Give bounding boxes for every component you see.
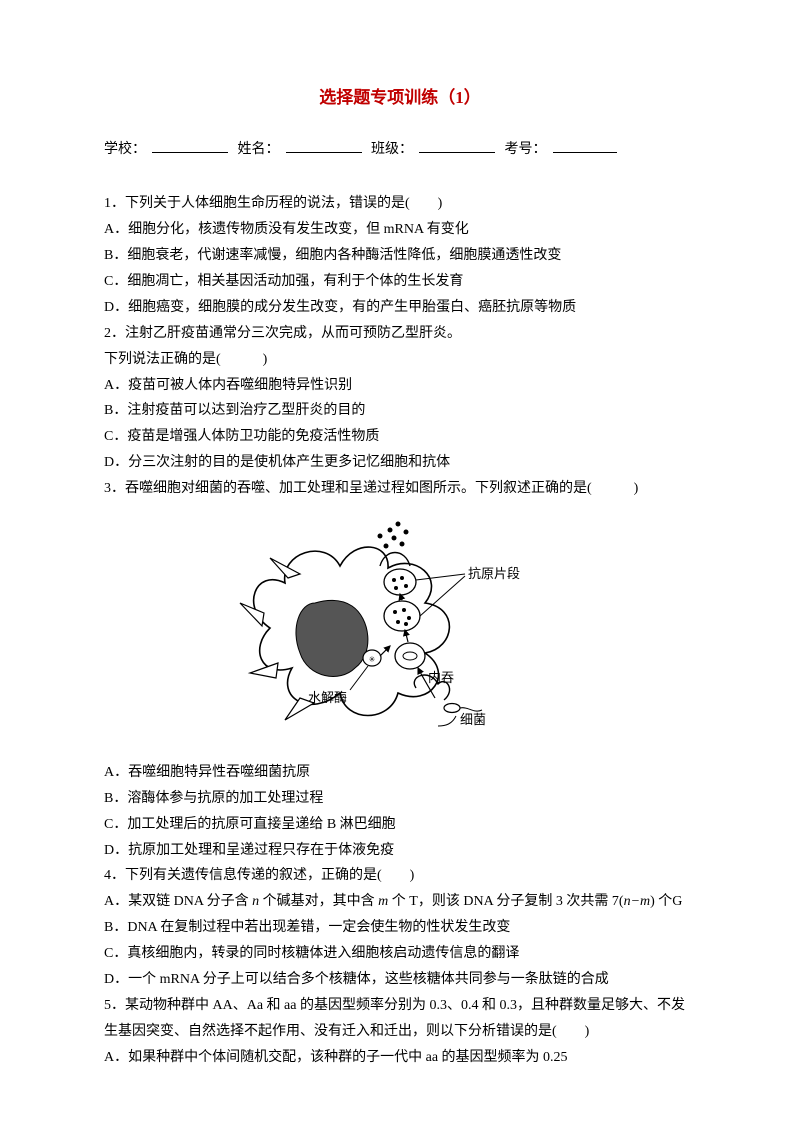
bacterium: [444, 704, 460, 713]
q4-A-nm: n−m: [624, 894, 651, 909]
name-blank[interactable]: [286, 152, 362, 153]
q3-A: A．吞噬细胞特异性吞噬细菌抗原: [104, 760, 696, 786]
q1-C: C．细胞凋亡，相关基因活动加强，有利于个体的生长发育: [104, 269, 696, 295]
examno-label: 考号：: [505, 142, 547, 157]
label-hydrolase: 水解酶: [308, 690, 347, 705]
phagolysosome: [384, 601, 420, 631]
flagellum-icon: [460, 708, 482, 711]
label-bacteria: 细菌: [460, 712, 486, 727]
info-row: 学校： 姓名： 班级： 考号：: [104, 137, 696, 163]
q4-A-mid2: 个 T，则该 DNA 分子复制 3 次共需 7(: [388, 894, 623, 909]
q4-stem: 4．下列有关遗传信息传递的叙述，正确的是( ): [104, 863, 696, 889]
label-endocytosis: 内吞: [428, 670, 454, 685]
q1-A: A．细胞分化，核遗传物质没有发生改变，但 mRNA 有变化: [104, 217, 696, 243]
q2-D: D．分三次注射的目的是使机体产生更多记忆细胞和抗体: [104, 450, 696, 476]
class-label: 班级：: [371, 142, 413, 157]
q2-C: C．疫苗是增强人体防卫功能的免疫活性物质: [104, 424, 696, 450]
q2-stem1: 2．注射乙肝疫苗通常分三次完成，从而可预防乙型肝炎。: [104, 321, 696, 347]
q4-B: B．DNA 在复制过程中若出现差错，一定会使生物的性状发生改变: [104, 915, 696, 941]
nucleus: [296, 600, 368, 676]
q2-A: A．疫苗可被人体内吞噬细胞特异性识别: [104, 373, 696, 399]
q3-B: B．溶酶体参与抗原的加工处理过程: [104, 786, 696, 812]
q1-stem: 1．下列关于人体细胞生命历程的说法，错误的是( ): [104, 191, 696, 217]
q4-A-m: m: [378, 894, 388, 909]
q3-stem: 3．吞噬细胞对细菌的吞噬、加工处理和呈递过程如图所示。下列叙述正确的是( ): [104, 476, 696, 502]
vesicle: [384, 569, 416, 595]
phagocyte-diagram: ✳ 抗原片段 水解酶: [230, 508, 570, 738]
page-title: 选择题专项训练（1）: [104, 82, 696, 113]
q1-B: B．细胞衰老，代谢速率减慢，细胞内各种酶活性降低，细胞膜通透性改变: [104, 243, 696, 269]
name-label: 姓名：: [238, 142, 280, 157]
lysosome-mark: ✳: [369, 655, 376, 664]
q4-A: A．某双链 DNA 分子含 n 个碱基对，其中含 m 个 T，则该 DNA 分子…: [104, 889, 696, 915]
page-root: 选择题专项训练（1） 学校： 姓名： 班级： 考号： 1．下列关于人体细胞生命历…: [0, 0, 800, 1111]
school-blank[interactable]: [152, 152, 228, 153]
q4-C: C．真核细胞内，转录的同时核糖体进入细胞核启动遗传信息的翻译: [104, 941, 696, 967]
antigen-fragments-top: [378, 522, 409, 549]
q4-D: D．一个 mRNA 分子上可以结合多个核糖体，这些核糖体共同参与一条肽链的合成: [104, 967, 696, 993]
q3-C: C．加工处理后的抗原可直接呈递给 B 淋巴细胞: [104, 812, 696, 838]
q1-D: D．细胞癌变，细胞膜的成分发生改变，有的产生甲胎蛋白、癌胚抗原等物质: [104, 295, 696, 321]
q4-A-post: ) 个G: [650, 894, 682, 909]
class-blank[interactable]: [419, 152, 495, 153]
q2-B: B．注射疫苗可以达到治疗乙型肝炎的目的: [104, 398, 696, 424]
school-label: 学校：: [104, 142, 146, 157]
leader-line: [438, 716, 456, 726]
q3-D: D．抗原加工处理和呈递过程只存在于体液免疫: [104, 838, 696, 864]
q5-stem: 5．某动物种群中 AA、Aa 和 aa 的基因型频率分别为 0.3、0.4 和 …: [104, 993, 696, 1045]
bacterium-in-vesicle: [403, 652, 417, 660]
label-antigen-fragment: 抗原片段: [468, 566, 520, 581]
q4-A-pre: A．某双链 DNA 分子含: [104, 894, 252, 909]
q4-A-mid1: 个碱基对，其中含: [259, 894, 378, 909]
q5-A: A．如果种群中个体间随机交配，该种群的子一代中 aa 的基因型频率为 0.25: [104, 1045, 696, 1071]
examno-blank[interactable]: [553, 152, 617, 153]
q3-figure: ✳ 抗原片段 水解酶: [104, 508, 696, 748]
q2-stem2: 下列说法正确的是( ): [104, 347, 696, 373]
pseudopod-icon: [250, 663, 278, 678]
